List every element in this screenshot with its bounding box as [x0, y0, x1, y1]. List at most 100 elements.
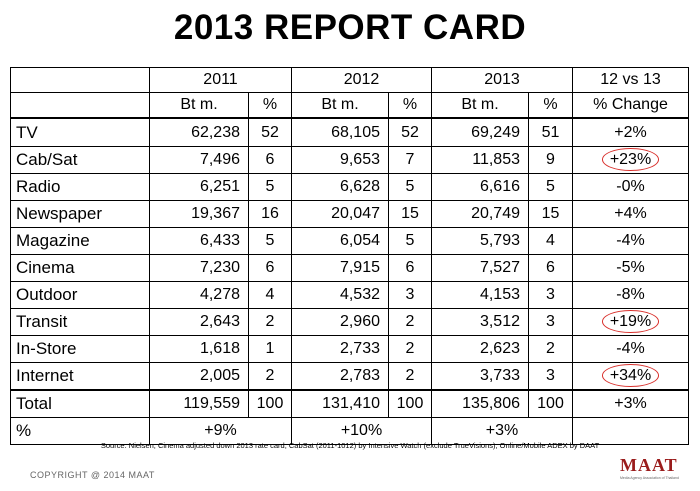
change-value-circled: +34% — [601, 364, 660, 387]
value-2012: 4,532 — [291, 281, 389, 309]
share-2011: 4 — [248, 281, 292, 309]
value-2013: 3,512 — [431, 308, 529, 336]
total-share-2012: 100 — [388, 389, 432, 418]
value-2013: 20,749 — [431, 200, 529, 228]
table-row: In-Store 1,618 1 2,733 2 2,623 2 -4% — [10, 335, 689, 363]
share-2012: 15 — [388, 200, 432, 228]
share-2013: 4 — [528, 227, 573, 255]
page-title: 2013 REPORT CARD — [173, 8, 527, 47]
table-row: Transit 2,643 2 2,960 2 3,512 3 +19% — [10, 308, 689, 336]
report-table: 2011 2012 2013 12 vs 13 Bt m. % Bt m. % … — [10, 67, 689, 445]
share-2012: 6 — [388, 254, 432, 282]
row-label: Magazine — [10, 227, 150, 255]
row-label: Transit — [10, 308, 150, 336]
value-2011: 1,618 — [149, 335, 249, 363]
change-cell: +34% — [572, 362, 689, 391]
total-2012: 131,410 — [291, 389, 389, 418]
share-2011: 6 — [248, 254, 292, 282]
change-value: +2% — [614, 124, 647, 141]
value-2012: 6,628 — [291, 173, 389, 201]
value-2012: 2,960 — [291, 308, 389, 336]
change-cell: +19% — [572, 308, 689, 336]
table-row: Newspaper 19,367 16 20,047 15 20,749 15 +4% — [10, 200, 689, 228]
value-2013: 7,527 — [431, 254, 529, 282]
value-2012: 20,047 — [291, 200, 389, 228]
value-2011: 7,496 — [149, 146, 249, 174]
source-note: Source: Nielsen, Cinema adjusted down 20… — [100, 441, 600, 450]
header-bt-2011: Bt m. — [149, 92, 249, 119]
value-2013: 3,733 — [431, 362, 529, 391]
share-2013: 3 — [528, 281, 573, 309]
change-cell: -4% — [572, 335, 689, 363]
row-label: Cab/Sat — [10, 146, 150, 174]
share-2013: 15 — [528, 200, 573, 228]
row-label: Outdoor — [10, 281, 150, 309]
share-2013: 3 — [528, 362, 573, 391]
change-value-circled: +19% — [601, 310, 660, 333]
value-2011: 4,278 — [149, 281, 249, 309]
change-cell: -5% — [572, 254, 689, 282]
table-row: TV 62,238 52 68,105 52 69,249 51 +2% — [10, 117, 689, 147]
value-2012: 2,733 — [291, 335, 389, 363]
share-2013: 3 — [528, 308, 573, 336]
header-empty-cell — [10, 67, 150, 93]
value-2013: 6,616 — [431, 173, 529, 201]
total-label: Total — [10, 389, 150, 418]
share-2011: 5 — [248, 173, 292, 201]
value-2011: 2,643 — [149, 308, 249, 336]
value-2012: 2,783 — [291, 362, 389, 391]
table-row: Outdoor 4,278 4 4,532 3 4,153 3 -8% — [10, 281, 689, 309]
change-cell: -4% — [572, 227, 689, 255]
share-2011: 16 — [248, 200, 292, 228]
total-share-2011: 100 — [248, 389, 292, 418]
value-2012: 7,915 — [291, 254, 389, 282]
value-2013: 11,853 — [431, 146, 529, 174]
change-cell: -0% — [572, 173, 689, 201]
total-2013: 135,806 — [431, 389, 529, 418]
share-2011: 1 — [248, 335, 292, 363]
growth-2013: +3% — [431, 417, 573, 445]
change-cell: +23% — [572, 146, 689, 174]
header-year-2011: 2011 — [149, 67, 292, 93]
copyright-text: COPYRIGHT @ 2014 MAAT — [30, 470, 155, 480]
header-row-units: Bt m. % Bt m. % Bt m. % % Change — [10, 92, 689, 119]
value-2013: 2,623 — [431, 335, 529, 363]
value-2012: 9,653 — [291, 146, 389, 174]
share-2012: 2 — [388, 335, 432, 363]
row-label: TV — [10, 117, 150, 147]
share-2012: 52 — [388, 117, 432, 147]
value-2011: 6,251 — [149, 173, 249, 201]
change-value-circled: +23% — [601, 148, 660, 171]
row-label: Newspaper — [10, 200, 150, 228]
total-2011: 119,559 — [149, 389, 249, 418]
header-pct-2011: % — [248, 92, 292, 119]
change-cell: -8% — [572, 281, 689, 309]
value-2013: 4,153 — [431, 281, 529, 309]
share-2012: 2 — [388, 308, 432, 336]
header-bt-2013: Bt m. — [431, 92, 529, 119]
value-2011: 2,005 — [149, 362, 249, 391]
share-2011: 2 — [248, 362, 292, 391]
share-2013: 51 — [528, 117, 573, 147]
share-2013: 5 — [528, 173, 573, 201]
change-value: -4% — [616, 340, 645, 357]
logo-subtitle: Media Agency Association of Thailand — [620, 476, 679, 480]
share-2012: 3 — [388, 281, 432, 309]
total-change: +3% — [572, 389, 689, 418]
share-2013: 2 — [528, 335, 573, 363]
share-2011: 52 — [248, 117, 292, 147]
header-compare: 12 vs 13 — [572, 67, 689, 93]
value-2013: 5,793 — [431, 227, 529, 255]
value-2011: 7,230 — [149, 254, 249, 282]
maat-logo: MAAT Media Agency Association of Thailan… — [620, 455, 682, 487]
header-year-2012: 2012 — [291, 67, 432, 93]
change-value: -4% — [616, 232, 645, 249]
table-row: Cab/Sat 7,496 6 9,653 7 11,853 9 +23% — [10, 146, 689, 174]
change-value: +4% — [614, 205, 647, 222]
header-empty-cell — [10, 92, 150, 119]
header-row-years: 2011 2012 2013 12 vs 13 — [10, 67, 689, 93]
logo-wordmark: MAAT — [620, 455, 678, 475]
change-value: -8% — [616, 286, 645, 303]
row-label: Internet — [10, 362, 150, 391]
growth-2011: +9% — [149, 417, 292, 445]
